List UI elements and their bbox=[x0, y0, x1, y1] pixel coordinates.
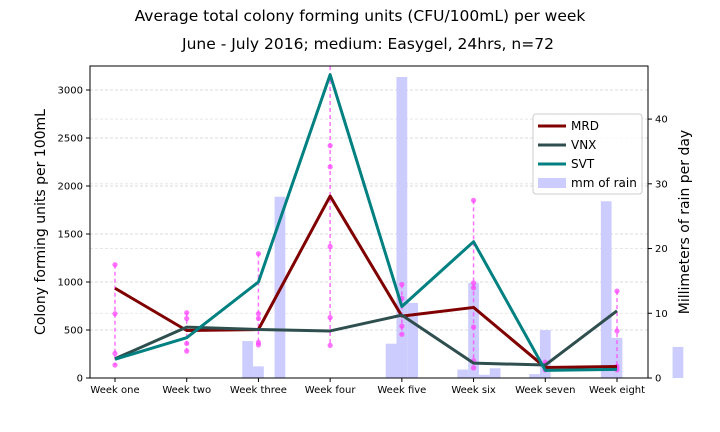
sample-point bbox=[184, 310, 190, 316]
chart-subtitle: June - July 2016; medium: Easygel, 24hrs… bbox=[181, 35, 554, 53]
sample-point bbox=[399, 331, 405, 337]
sample-point bbox=[327, 314, 333, 321]
series-line-mrd bbox=[114, 194, 618, 369]
sample-point bbox=[184, 348, 190, 354]
rain-bar bbox=[396, 77, 408, 378]
legend-label-vnx: VNX bbox=[571, 138, 596, 152]
sample-point bbox=[112, 350, 118, 357]
x-tick-label: Week three bbox=[230, 385, 287, 396]
sample-point bbox=[184, 340, 190, 347]
rain-bar bbox=[385, 343, 397, 378]
y-tick-label: 1500 bbox=[58, 230, 83, 241]
x-tick-label: Week two bbox=[162, 385, 211, 396]
y-tick-label: 3000 bbox=[58, 86, 83, 97]
y-axis-left: 0 500 1000 1500 2000 2500 3000 bbox=[58, 86, 90, 385]
sample-point bbox=[399, 281, 405, 287]
legend-label-svt: SVT bbox=[571, 157, 595, 171]
rain-bar bbox=[489, 368, 501, 378]
y-tick-label: 0 bbox=[77, 374, 83, 385]
rain-bar bbox=[539, 330, 551, 378]
y-right-tick-label: 40 bbox=[655, 115, 668, 126]
y-axis-label-right: Millimeters of rain per day bbox=[677, 130, 693, 314]
y-right-tick-label: 20 bbox=[655, 244, 668, 255]
y-right-tick-label: 0 bbox=[655, 374, 661, 385]
x-tick-label: Week seven bbox=[515, 385, 575, 396]
rain-bar bbox=[600, 201, 612, 378]
sample-point bbox=[470, 280, 477, 286]
sample-point bbox=[470, 197, 477, 203]
chart-title: Average total colony forming units (CFU/… bbox=[135, 7, 586, 25]
y-tick-label: 2500 bbox=[58, 134, 83, 145]
legend-label-rain: mm of rain bbox=[571, 176, 637, 190]
sample-point bbox=[255, 315, 262, 322]
x-tick-label: Week eight bbox=[589, 385, 645, 396]
sample-point bbox=[327, 143, 333, 149]
sample-point bbox=[255, 251, 262, 257]
y-axis-right: 0 10 20 30 40 bbox=[648, 115, 668, 385]
rain-bar bbox=[529, 374, 540, 378]
series-lines bbox=[114, 73, 618, 372]
legend-label-mrd: MRD bbox=[571, 119, 599, 133]
legend: MRD VNX SVT mm of rain bbox=[532, 113, 643, 195]
x-axis: Week one Week two Week three Week four Week … bbox=[90, 378, 645, 396]
rain-bar bbox=[457, 369, 469, 378]
y-right-tick-label: 30 bbox=[655, 179, 668, 190]
rain-bar bbox=[468, 282, 479, 378]
sample-point bbox=[327, 164, 333, 170]
sample-point bbox=[470, 365, 477, 371]
sample-point bbox=[112, 311, 118, 317]
sample-point bbox=[112, 362, 118, 368]
y-tick-label: 2000 bbox=[58, 182, 83, 193]
sample-point bbox=[255, 311, 262, 317]
x-tick-label: Week four bbox=[305, 385, 357, 396]
x-tick-label: Week six bbox=[451, 385, 496, 396]
sample-points bbox=[112, 66, 620, 373]
sample-point bbox=[184, 315, 190, 322]
sample-point bbox=[470, 324, 477, 330]
sample-point bbox=[327, 342, 333, 348]
x-tick-label: Week one bbox=[90, 385, 139, 396]
rain-bar bbox=[407, 302, 418, 378]
legend-box bbox=[532, 113, 643, 195]
sample-point bbox=[255, 342, 262, 348]
plot-frame bbox=[89, 65, 649, 379]
sample-point bbox=[327, 243, 333, 250]
sample-point bbox=[399, 323, 405, 329]
y-tick-label: 1000 bbox=[58, 278, 83, 289]
sample-point bbox=[112, 262, 118, 268]
y-tick-label: 500 bbox=[64, 326, 83, 337]
legend-swatch-rain bbox=[538, 178, 566, 188]
rain-bar bbox=[242, 341, 254, 378]
rain-bar bbox=[253, 366, 264, 378]
x-tick-label: Week five bbox=[377, 385, 426, 396]
sample-point bbox=[614, 328, 620, 334]
sample-point bbox=[470, 285, 477, 291]
series-line-svt bbox=[114, 73, 618, 372]
y-right-tick-label: 10 bbox=[655, 309, 668, 320]
rain-bar bbox=[478, 374, 490, 378]
y-axis-label-left: Colony forming units per 100mL bbox=[33, 109, 49, 335]
rain-bar bbox=[672, 346, 684, 378]
sample-point bbox=[614, 288, 620, 294]
